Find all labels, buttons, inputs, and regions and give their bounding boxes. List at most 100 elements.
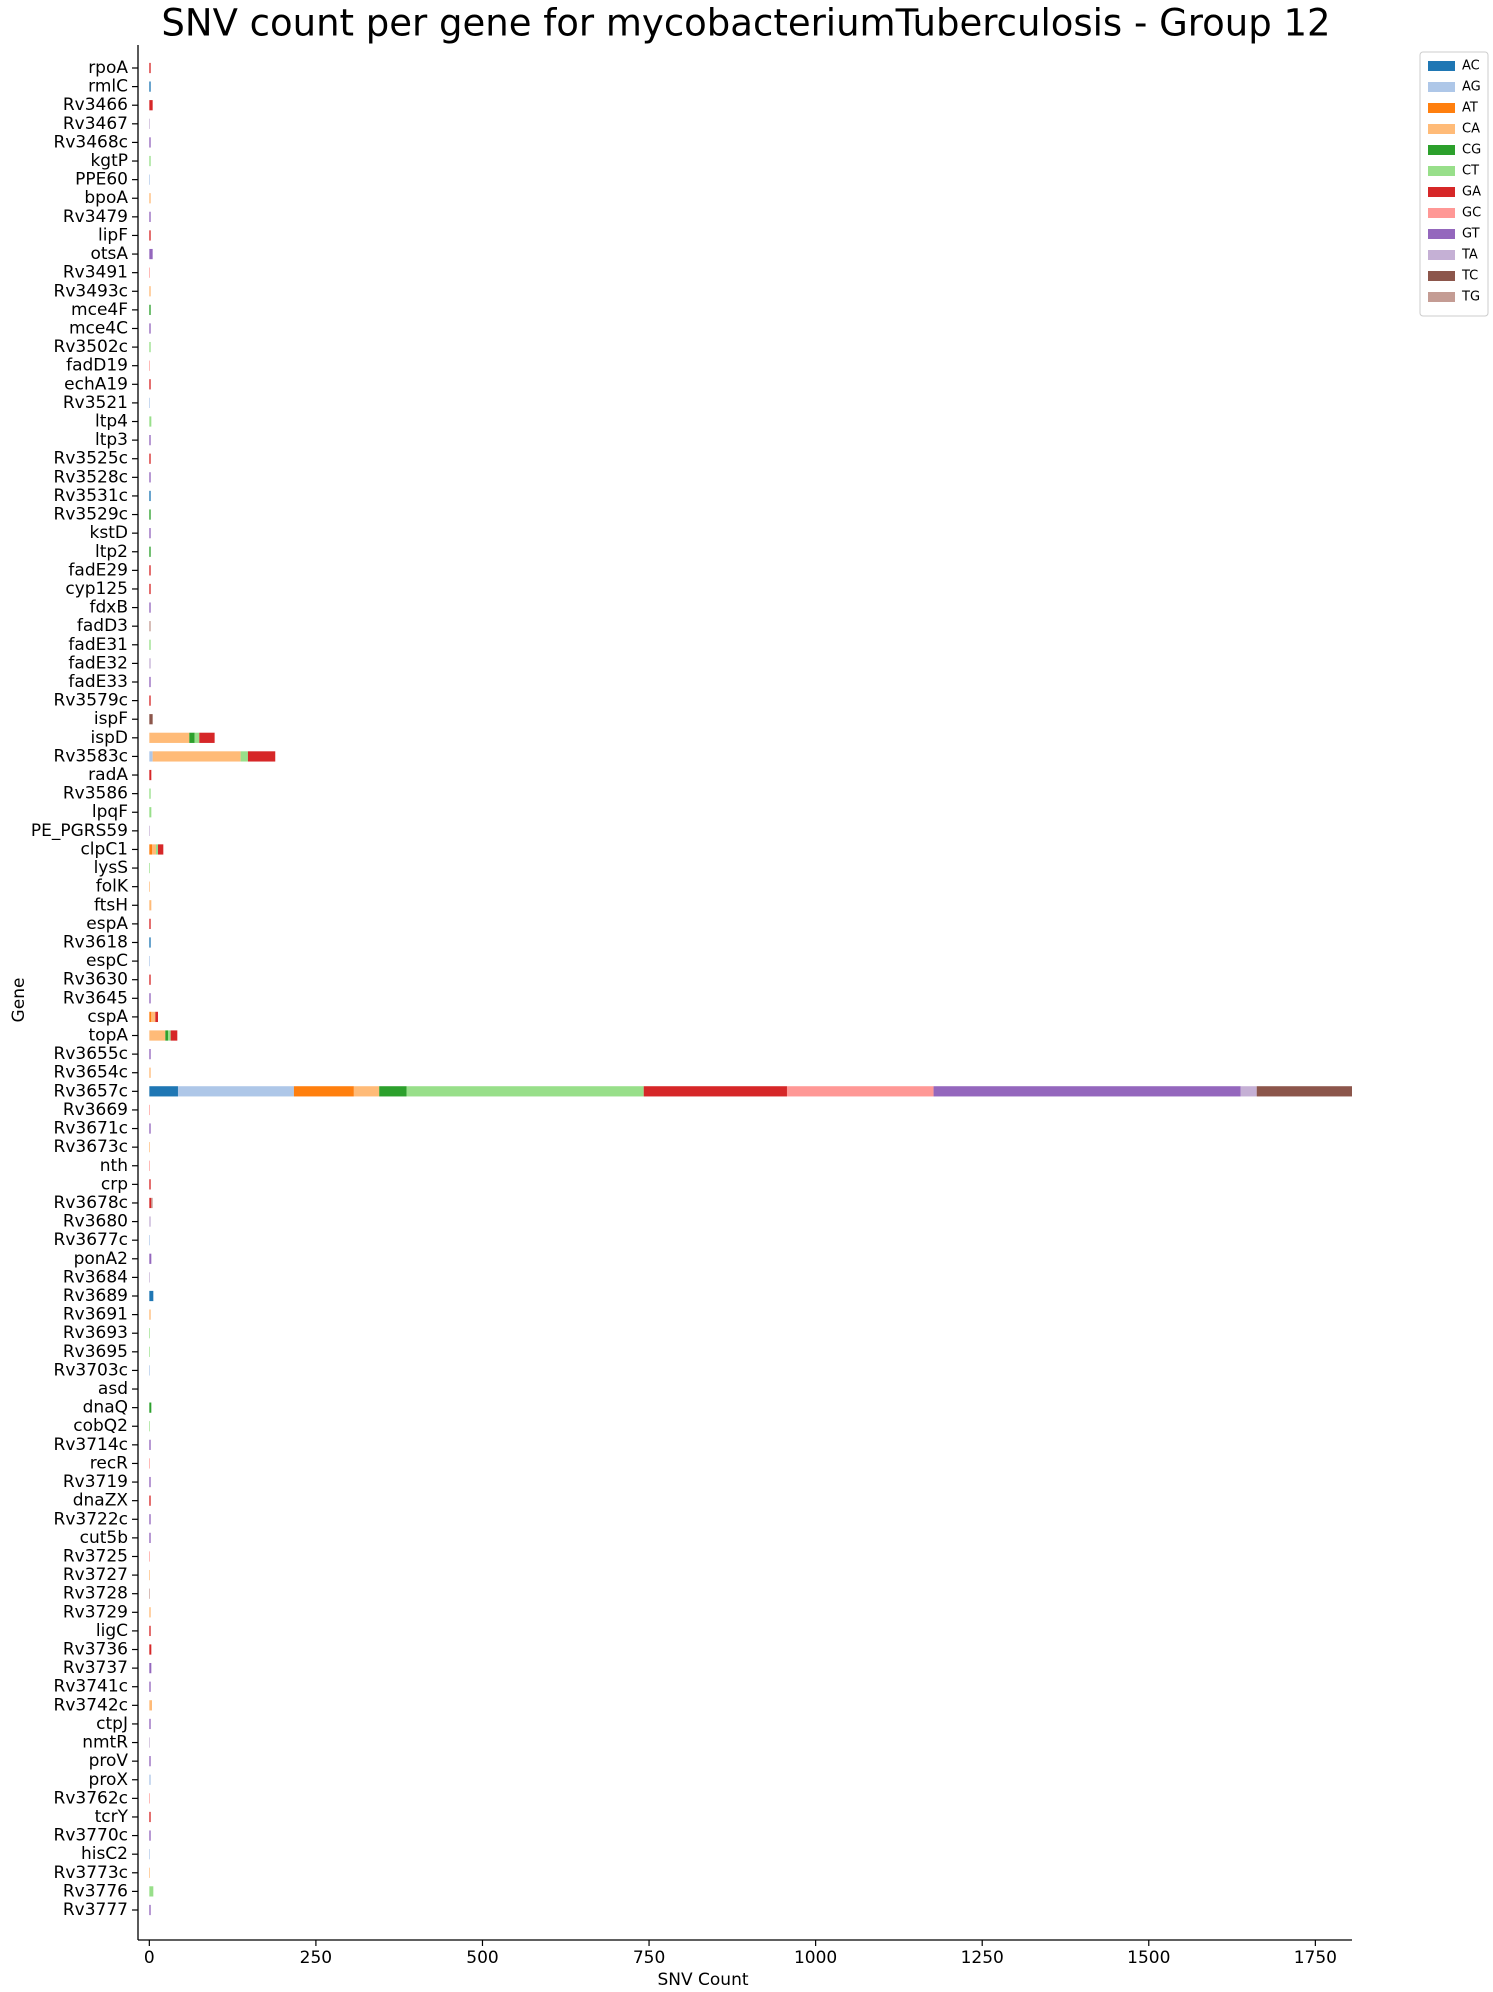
bar-segment: [149, 1421, 150, 1432]
y-tick-label: espA: [86, 914, 128, 934]
bar-segment: [293, 1086, 354, 1097]
bar-segment: [155, 1011, 158, 1023]
y-tick-label: recR: [90, 1453, 128, 1473]
bar-segment: [149, 732, 190, 743]
y-tick-label: Rv3776: [63, 1881, 128, 1901]
y-tick-label: Rv3655c: [54, 1044, 128, 1064]
bar-segment: [149, 490, 151, 502]
y-tick-label: proX: [89, 1770, 129, 1790]
y-tick-label: lysS: [94, 858, 128, 878]
y-tick-label: fadE33: [68, 672, 128, 692]
bar-segment: [149, 1179, 151, 1190]
y-tick-label: Rv3777: [63, 1900, 128, 1920]
y-tick-label: fadE32: [68, 653, 128, 673]
y-tick-label: hisC2: [81, 1844, 128, 1864]
bar-segment: [149, 862, 150, 874]
bar-segment: [155, 844, 158, 855]
y-tick-label: radA: [88, 765, 128, 785]
y-tick-label: nmtR: [82, 1733, 128, 1753]
bar-segment: [149, 1030, 166, 1041]
bar-segment: [149, 1476, 151, 1488]
bar-segment: [149, 751, 153, 762]
bar-segment: [149, 1886, 154, 1897]
bar-segment: [149, 807, 152, 818]
bar-segment: [149, 695, 151, 706]
y-tick-label: Rv3728: [63, 1584, 128, 1604]
legend-label: TA: [1461, 248, 1478, 263]
bar-segment: [149, 1718, 151, 1730]
bar-segment: [149, 788, 151, 799]
bar-segment: [149, 1402, 152, 1413]
bar-segment: [149, 1495, 151, 1506]
y-tick-label: Rv3770c: [54, 1826, 128, 1846]
y-tick-label: cyp125: [65, 579, 128, 599]
bar-segment: [149, 155, 151, 167]
legend-label: GA: [1462, 185, 1481, 200]
bar-segment: [149, 676, 151, 688]
bar-segment: [149, 1681, 151, 1692]
bar-segment: [177, 1086, 294, 1097]
y-tick-label: ftsH: [94, 895, 128, 915]
y-tick-label: Rv3741c: [54, 1677, 128, 1697]
bar-segment: [149, 1458, 150, 1469]
y-tick-label: Rv3525c: [54, 449, 128, 469]
bar-segment: [149, 509, 151, 520]
bar-segment: [149, 621, 151, 632]
bar-segment: [786, 1086, 934, 1097]
legend-swatch: [1428, 271, 1455, 281]
bar-segment: [149, 323, 151, 334]
bar-segment: [149, 528, 151, 539]
legend-swatch: [1428, 103, 1455, 113]
y-tick-label: ltp2: [95, 542, 128, 562]
bar-segment: [149, 1272, 150, 1283]
y-tick-label: Rv3467: [63, 114, 128, 134]
y-tick-label: cobQ2: [73, 1416, 128, 1436]
bar-segment: [149, 416, 152, 427]
y-tick-label: cspA: [87, 1007, 128, 1027]
bar-segment: [149, 453, 151, 464]
bar-segment: [933, 1086, 1241, 1097]
legend-swatch: [1428, 61, 1455, 71]
bar-segment: [149, 81, 151, 92]
bar-segment: [170, 1030, 178, 1041]
y-tick-label: echA19: [64, 374, 128, 394]
bar-segment: [149, 583, 151, 595]
bar-segment: [189, 732, 195, 743]
bar-segment: [151, 1197, 153, 1209]
x-tick-label: 1000: [794, 1948, 837, 1968]
bar-segment: [149, 1700, 152, 1711]
y-tick-label: Rv3671c: [54, 1119, 128, 1139]
bar-segment: [149, 881, 150, 892]
y-tick-label: rmlC: [88, 77, 128, 97]
bar-segment: [149, 1235, 150, 1246]
x-tick-label: 1500: [1127, 1948, 1170, 1968]
y-tick-label: mce4C: [69, 318, 128, 338]
bar-segment: [149, 1774, 151, 1785]
bar-segment: [149, 1756, 151, 1767]
bar-segment: [149, 1290, 154, 1302]
bar-segment: [157, 844, 164, 855]
legend-label: TG: [1461, 290, 1480, 305]
y-tick-label: ligC: [96, 1621, 128, 1641]
bar-segment: [149, 1551, 150, 1562]
y-tick-label: Rv3654c: [54, 1063, 128, 1083]
bar-segment: [149, 937, 151, 948]
legend-swatch: [1428, 229, 1455, 239]
y-tick-label: fdxB: [90, 598, 129, 618]
bar-segment: [149, 602, 151, 613]
bar-segment: [149, 211, 151, 222]
legend-swatch: [1428, 166, 1455, 176]
y-tick-label: crp: [101, 1174, 128, 1194]
y-tick-label: nth: [100, 1156, 128, 1176]
legend-label: AC: [1462, 59, 1480, 74]
y-tick-label: otsA: [90, 244, 128, 264]
bar-segment: [149, 974, 151, 985]
bar-segment: [167, 1030, 171, 1041]
bar-segment: [149, 1644, 152, 1655]
bar-segment: [149, 1049, 151, 1060]
bar-segment: [149, 1663, 152, 1674]
legend-swatch: [1428, 124, 1455, 134]
y-tick-label: Rv3502c: [54, 337, 128, 357]
bar-segment: [149, 472, 151, 483]
y-tick-label: Rv3736: [63, 1640, 128, 1660]
